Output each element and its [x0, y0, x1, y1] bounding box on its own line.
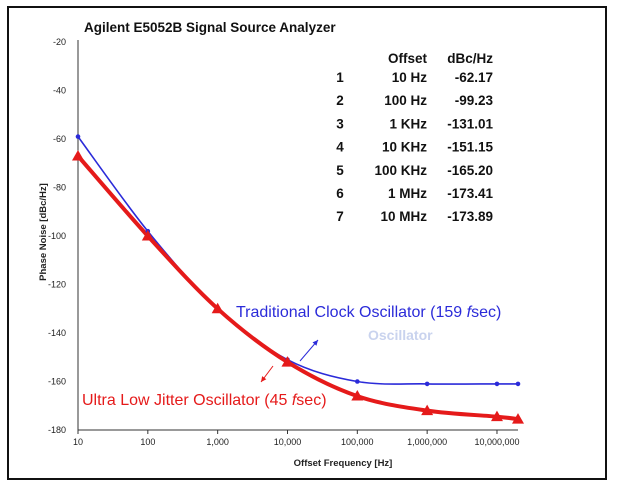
table-cell: 5: [336, 163, 344, 178]
y-tick-label: -40: [53, 86, 66, 96]
table-cell: 2: [336, 93, 344, 108]
traditional-arrow-head: [312, 340, 318, 346]
ultra-series-point: [211, 302, 224, 314]
traditional-series-point: [424, 381, 430, 387]
y-tick-label: -60: [53, 134, 66, 144]
y-tick-label: -120: [48, 280, 66, 290]
ultra-series-label: Ultra Low Jitter Oscillator (45 fsec): [82, 392, 327, 409]
table-header: Offset: [388, 51, 428, 66]
watermark-text: Oscillator: [368, 327, 433, 343]
ultra-arrow-head: [261, 376, 267, 382]
traditional-series-point: [494, 381, 500, 387]
table-cell: 4: [336, 140, 344, 155]
table-cell: 1: [336, 70, 344, 85]
traditional-series-point: [515, 381, 521, 387]
table-cell: 10 Hz: [392, 70, 428, 85]
y-tick-labels: -20 -40 -60 -80 -100 -120 -140 -160 -180: [48, 37, 66, 435]
table-cell: -151.15: [447, 140, 493, 155]
table-cell: -173.89: [447, 209, 493, 224]
table-cell: 10 KHz: [382, 140, 427, 155]
x-tick-label: 10: [73, 437, 83, 447]
table-cell: 10 MHz: [380, 209, 427, 224]
table-cell: -131.01: [447, 116, 493, 131]
x-tick-label: 10,000: [274, 437, 302, 447]
x-tick-label: 1,000: [206, 437, 229, 447]
table-header: dBc/Hz: [447, 51, 493, 66]
ultra-series-point: [421, 404, 434, 416]
x-tick-label: 100,000: [341, 437, 374, 447]
ultra-series-point: [141, 230, 154, 241]
y-tick-label: -20: [53, 37, 66, 47]
ultra-series-point: [72, 149, 84, 161]
table-cell: 6: [336, 186, 344, 201]
x-tick-label: 100: [140, 437, 155, 447]
data-table: Offset dBc/Hz 1 10 Hz -62.17 2 100 Hz -99.23 3 1 …: [318, 44, 514, 228]
x-tick-label: 1,000,000: [407, 437, 447, 447]
traditional-series-point: [75, 134, 81, 139]
y-tick-label: -140: [48, 328, 66, 338]
axes: [77, 40, 518, 431]
ultra-series-point: [512, 413, 524, 424]
chart-title: Agilent E5052B Signal Source Analyzer: [84, 20, 336, 35]
table-cell: -99.23: [455, 93, 494, 108]
series-annotations: Oscillator Traditional Clock Oscillator (…: [82, 304, 501, 409]
x-axis-label: Offset Frequency [Hz]: [294, 458, 393, 469]
table-cell: -62.17: [455, 70, 493, 85]
y-tick-label: -180: [48, 425, 66, 435]
y-axis-label: Phase Noise [dBc/Hz]: [38, 183, 49, 281]
ultra-series-point: [351, 390, 364, 401]
y-tick-label: -160: [48, 377, 66, 387]
ultra-series-point: [281, 356, 294, 367]
x-tick-labels: 10 100 1,000 10,000 100,000 1,000,000 10,000,0…: [73, 430, 520, 447]
table-background: [318, 44, 514, 228]
y-tick-label: -80: [53, 183, 66, 193]
table-cell: 100 Hz: [384, 93, 427, 108]
table-cell: 100 KHz: [374, 163, 427, 178]
x-tick-label: 10,000,000: [474, 437, 519, 447]
table-cell: -165.20: [447, 163, 493, 178]
ultra-series-point: [490, 410, 503, 422]
series-markers: [72, 134, 524, 424]
traditional-series-label: Traditional Clock Oscillator (159 fsec): [236, 304, 501, 321]
table-cell: 3: [336, 116, 344, 131]
y-tick-label: -100: [48, 231, 66, 241]
table-cell: 7: [336, 209, 344, 224]
table-cell: -173.41: [447, 186, 493, 201]
table-cell: 1 MHz: [388, 186, 427, 201]
table-cell: 1 KHz: [389, 116, 427, 131]
traditional-series-point: [355, 379, 360, 384]
